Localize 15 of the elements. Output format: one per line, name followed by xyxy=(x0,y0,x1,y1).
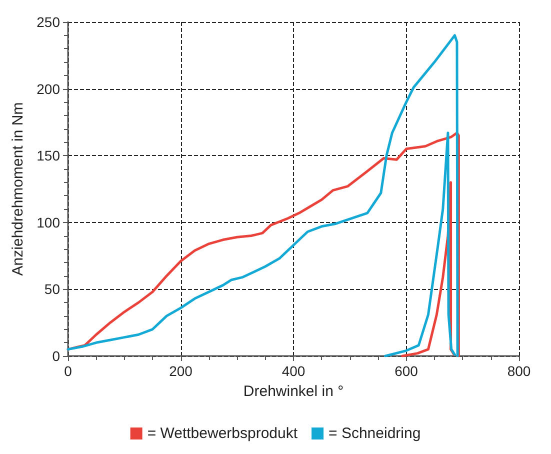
x-tick-label: 600 xyxy=(394,363,418,379)
y-tick-label: 0 xyxy=(52,348,60,364)
x-axis-title: Drehwinkel in ° xyxy=(243,383,344,400)
y-tick-label: 250 xyxy=(36,14,60,30)
y-tick-label: 100 xyxy=(36,214,60,230)
y-tick-label: 200 xyxy=(36,80,60,97)
x-tick-label: 800 xyxy=(507,363,531,379)
x-tick-label: 0 xyxy=(64,363,72,379)
y-axis-title: Anziehdrehmoment in Nm xyxy=(10,102,27,276)
x-tick-label: 400 xyxy=(282,363,306,379)
x-tick-label: 200 xyxy=(169,363,193,379)
y-tick-label: 50 xyxy=(44,281,60,298)
y-tick-label: 150 xyxy=(36,148,60,164)
legend-label: = Wettbewerbsprodukt xyxy=(147,425,298,442)
legend-label: = Schneidring xyxy=(328,425,421,442)
